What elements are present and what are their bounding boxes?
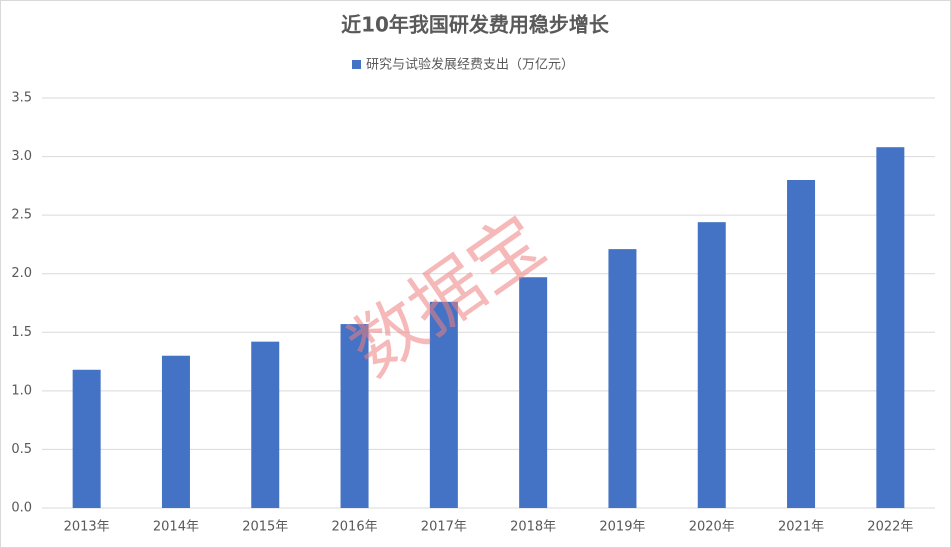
bar [608, 249, 637, 508]
legend-label: 研究与试验发展经费支出（万亿元） [366, 57, 574, 73]
bar [519, 277, 548, 508]
bar [72, 369, 101, 508]
legend: 研究与试验发展经费支出（万亿元） [352, 57, 574, 73]
y-tick-label: 2.0 [11, 266, 32, 281]
y-tick-label: 3.0 [11, 149, 32, 164]
y-tick-label: 3.5 [11, 91, 32, 106]
bar [161, 355, 190, 508]
x-tick-label: 2019年 [599, 520, 645, 535]
x-tick-label: 2013年 [64, 520, 110, 535]
chart-title: 近10年我国研发费用稳步增长 [341, 13, 610, 37]
legend-swatch [352, 60, 361, 69]
y-tick-label: 1.0 [11, 383, 32, 398]
y-tick-label: 1.5 [11, 325, 32, 340]
x-tick-label: 2017年 [421, 520, 467, 535]
bar [697, 222, 726, 508]
bar [787, 180, 816, 508]
bar [429, 301, 458, 508]
x-tick-label: 2018年 [510, 520, 556, 535]
bar [876, 147, 905, 508]
x-tick-label: 2015年 [242, 520, 288, 535]
plot-area: 0.0 0.5 1.0 1.5 2.0 2.5 3.0 3.5 2013年 2014年 2015年 2… [11, 91, 935, 535]
bar [251, 341, 280, 508]
bar [340, 324, 369, 508]
x-tick-label: 2020年 [689, 520, 735, 535]
y-tick-label: 0.0 [11, 501, 32, 516]
x-tick-label: 2022年 [867, 520, 913, 535]
x-tick-label: 2021年 [778, 520, 824, 535]
y-tick-label: 2.5 [11, 208, 32, 223]
x-tick-label: 2016年 [332, 520, 378, 535]
x-tick-label: 2014年 [153, 520, 199, 535]
y-tick-label: 0.5 [11, 442, 32, 457]
